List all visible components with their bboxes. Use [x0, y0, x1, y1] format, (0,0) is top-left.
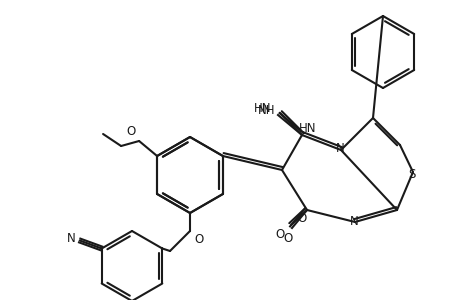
- Text: O: O: [194, 233, 203, 246]
- Text: HN: HN: [253, 101, 270, 115]
- Text: O: O: [297, 212, 306, 225]
- Text: HN: HN: [298, 122, 315, 134]
- Text: NH: NH: [257, 104, 274, 118]
- Text: O: O: [127, 125, 136, 138]
- Text: S: S: [408, 169, 415, 182]
- Text: N: N: [349, 215, 358, 229]
- Text: N: N: [67, 232, 76, 245]
- Text: N: N: [335, 142, 344, 154]
- Text: O: O: [283, 232, 292, 245]
- Text: O: O: [275, 228, 285, 241]
